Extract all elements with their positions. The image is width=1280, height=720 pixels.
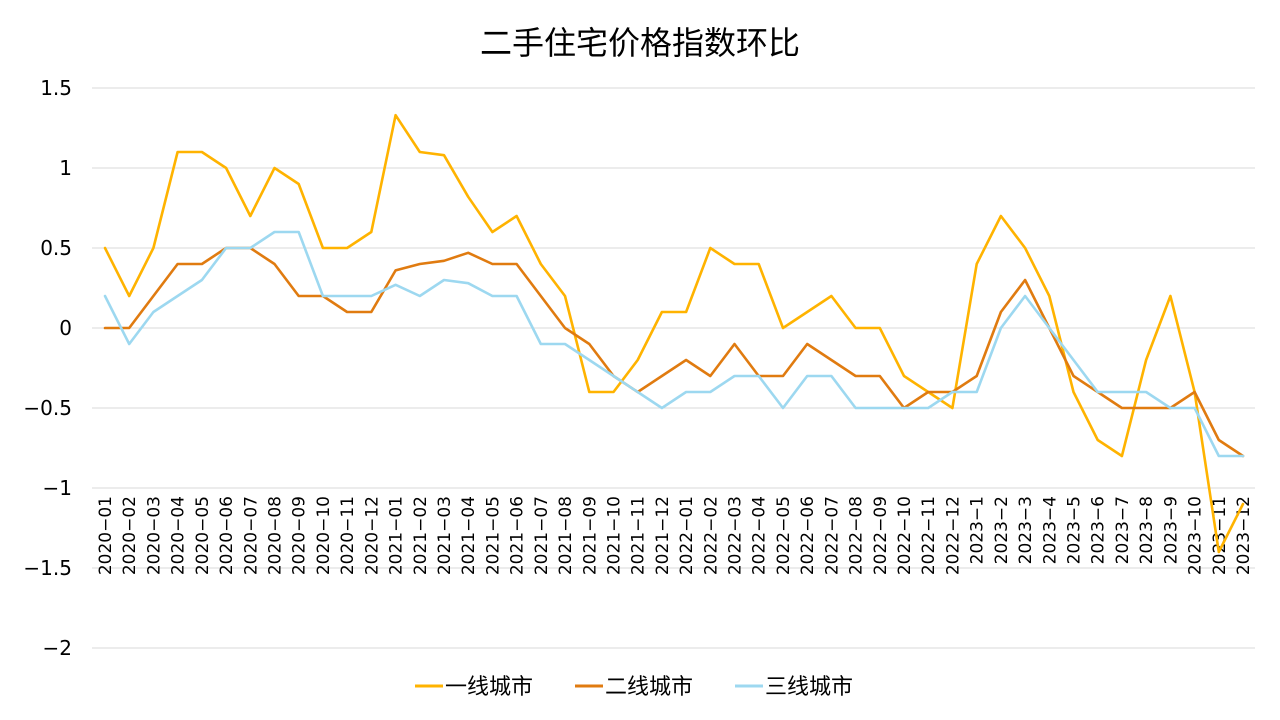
x-tick-label: 2022−02 [701,496,721,575]
x-tick-label: 2022−03 [726,496,746,575]
x-tick-label: 2022−08 [847,496,867,575]
y-tick-label: −1 [43,476,72,500]
x-tick-label: 2023−7 [1113,496,1133,564]
x-tick-label: 2023−9 [1161,496,1181,564]
x-tick-label: 2020−07 [241,496,261,575]
x-tick-label: 2021−02 [411,496,431,575]
x-tick-label: 2023−12 [1234,496,1254,575]
x-tick-label: 2023−6 [1089,496,1109,564]
x-tick-label: 2021−04 [459,496,479,575]
x-tick-label: 2023−1 [968,496,988,564]
x-tick-label: 2020−02 [120,496,140,575]
legend: 一线城市 二线城市 三线城市 [415,675,853,700]
x-tick-label: 2023−2 [992,496,1012,564]
x-tick-label: 2020−05 [193,496,213,575]
legend-label: 一线城市 [445,675,533,700]
x-tick-label: 2020−03 [144,496,164,575]
x-tick-label: 2020−06 [217,496,237,575]
x-tick-label: 2022−07 [822,496,842,575]
series-line-1 [103,113,1245,554]
x-tick-label: 2021−09 [580,496,600,575]
x-tick-label: 2022−12 [943,496,963,575]
y-tick-label: 1.5 [40,76,72,100]
x-tick-label: 2023−3 [1016,496,1036,564]
legend-label: 二线城市 [605,675,693,700]
x-tick-label: 2022−01 [677,496,697,575]
y-axis-ticks: 1.5 1 0.5 0 −0.5 −1 −1.5 −2 [23,76,72,660]
series-line-3 [103,230,1245,458]
x-tick-label: 2021−01 [387,496,407,575]
y-tick-label: −1.5 [23,556,72,580]
x-tick-label: 2022−11 [919,496,939,575]
x-tick-label: 2021−05 [483,496,503,575]
x-tick-label: 2021−12 [653,496,673,575]
y-tick-label: −0.5 [23,396,72,420]
x-tick-label: 2020−10 [314,496,334,575]
x-tick-label: 2020−01 [96,496,116,575]
x-tick-label: 2020−11 [338,496,358,575]
x-tick-label: 2020−08 [265,496,285,575]
x-tick-label: 2023−10 [1186,496,1206,575]
x-tick-label: 2022−05 [774,496,794,575]
x-tick-label: 2022−09 [871,496,891,575]
x-tick-label: 2021−07 [532,496,552,575]
y-tick-label: 1 [59,156,72,180]
chart-title: 二手住宅价格指数环比 [480,24,800,62]
y-tick-label: 0.5 [40,236,72,260]
x-tick-label: 2021−10 [604,496,624,575]
x-tick-label: 2020−09 [290,496,310,575]
x-tick-label: 2023−5 [1065,496,1085,564]
x-tick-label: 2022−06 [798,496,818,575]
x-tick-label: 2020−12 [362,496,382,575]
x-tick-label: 2022−10 [895,496,915,575]
gridlines [92,87,1255,649]
x-tick-label: 2021−06 [508,496,528,575]
x-tick-label: 2021−03 [435,496,455,575]
x-tick-label: 2020−04 [169,496,189,575]
y-tick-label: 0 [59,316,72,340]
x-axis-ticks: 2020−01 2020−02 2020−03 2020−04 2020−05 2020−… [96,496,1254,575]
x-tick-label: 2023−11 [1210,496,1230,575]
legend-label: 三线城市 [765,675,853,700]
series-lines [103,113,1245,554]
x-tick-label: 2021−11 [629,496,649,575]
x-tick-label: 2023−8 [1137,496,1157,564]
y-tick-label: −2 [43,636,72,660]
x-tick-label: 2022−04 [750,496,770,575]
x-tick-label: 2023−4 [1040,496,1060,564]
series-line-2 [103,246,1245,458]
x-tick-label: 2021−08 [556,496,576,575]
